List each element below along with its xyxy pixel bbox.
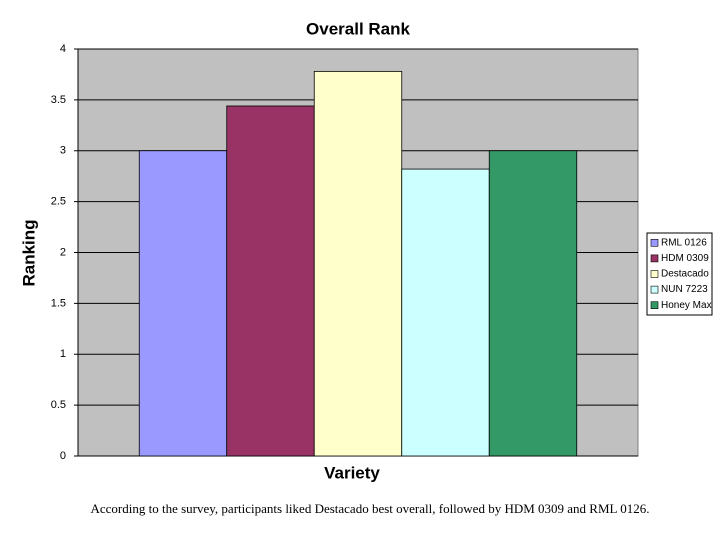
legend-swatch <box>650 270 659 278</box>
y-tick-label: 0 <box>60 450 66 462</box>
legend-label: NUN 7223 <box>661 284 708 295</box>
y-tick-label: 4 <box>60 43 66 55</box>
y-tick-label: 1.5 <box>51 297 66 309</box>
y-tick-label: 1 <box>60 348 66 360</box>
legend-swatch <box>650 285 659 294</box>
y-tick-label: 3.5 <box>51 94 66 106</box>
legend-swatch <box>650 239 659 247</box>
legend-swatch <box>650 301 659 310</box>
y-tick-label: 2.5 <box>51 196 66 208</box>
legend-label: HDM 0309 <box>661 253 709 264</box>
legend-label: RML 0126 <box>661 237 707 248</box>
chart-title: Overall Rank <box>306 19 410 38</box>
legend-label: Honey Max <box>661 300 712 311</box>
bar <box>313 70 403 457</box>
caption: According to the survey, participants li… <box>91 501 650 516</box>
legend-label: Destacado <box>661 269 709 280</box>
bar <box>226 105 315 457</box>
legend-swatch <box>650 254 659 263</box>
bar <box>138 150 228 457</box>
x-axis-label: Variety <box>324 463 380 482</box>
bar <box>488 150 578 457</box>
y-tick-label: 3 <box>60 145 66 157</box>
y-tick-label: 2 <box>60 246 66 258</box>
bar <box>401 168 490 457</box>
y-tick-label: 0.5 <box>51 399 66 411</box>
y-axis-label: Ranking <box>19 219 38 286</box>
